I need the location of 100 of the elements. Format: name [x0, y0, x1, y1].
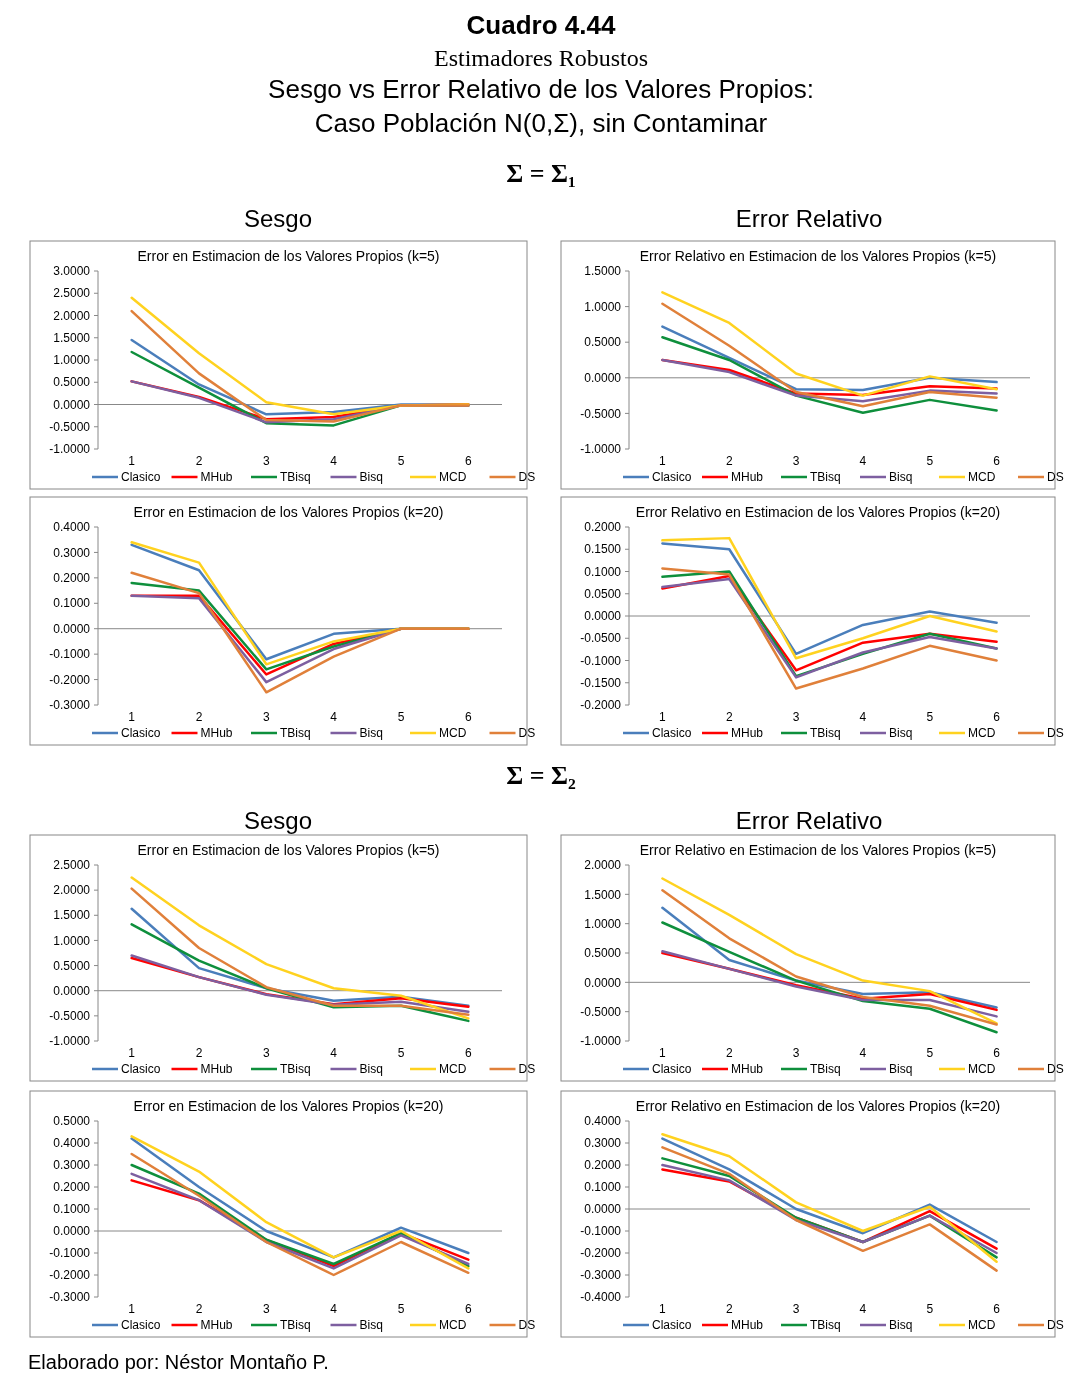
x-tick-label: 1 [659, 710, 667, 724]
y-tick-label: -0.2000 [580, 698, 622, 713]
y-tick-label: 1.5000 [584, 887, 622, 902]
y-tick-label: 0.0000 [53, 983, 91, 998]
text: Sesgo [243, 205, 313, 232]
legend-label: Clasico [121, 1062, 161, 1076]
y-tick-label: 0.2000 [584, 520, 622, 535]
y-tick-label: -0.1000 [580, 1224, 622, 1239]
legend-label: Clasico [652, 1318, 692, 1332]
chart-title: Error Relativo en Estimacion de los Valores Propios (k=5) [639, 248, 997, 264]
legend-label: TBisq [810, 726, 841, 740]
y-tick-label: 0.0000 [584, 609, 622, 624]
legend-label: TBisq [280, 726, 311, 740]
x-tick-label: 3 [792, 710, 800, 724]
x-tick-label: 5 [397, 454, 405, 468]
y-tick-label: 0.0000 [584, 1202, 622, 1217]
x-tick-label: 1 [128, 710, 136, 724]
y-tick-label: -0.2000 [49, 672, 91, 687]
y-tick-label: 0.1000 [584, 564, 622, 579]
y-tick-label: -0.2000 [49, 1268, 91, 1283]
legend-label: TBisq [810, 470, 841, 484]
x-tick-label: 2 [725, 710, 733, 724]
y-tick-label: 0.1000 [53, 596, 91, 611]
x-tick-label: 5 [397, 1046, 405, 1060]
x-tick-label: 4 [859, 1302, 867, 1316]
legend-label: Bisq [889, 1318, 913, 1332]
legend-label: Bisq [359, 726, 383, 740]
legend-label: MCD [968, 726, 996, 740]
x-tick-label: 3 [792, 1046, 800, 1060]
x-tick-label: 1 [659, 1046, 667, 1060]
y-tick-label: 2.5000 [53, 286, 91, 301]
y-tick-label: 0.1500 [584, 542, 622, 557]
legend-label: MHub [731, 726, 764, 740]
legend-label: Bisq [359, 470, 383, 484]
legend-label: DS [1047, 470, 1064, 484]
y-tick-label: 0.3000 [584, 1136, 622, 1151]
y-tick-label: -1.0000 [49, 1034, 91, 1049]
y-tick-label: 1.0000 [584, 916, 622, 931]
chart-title: Error en Estimacion de los Valores Propios (k=20) [133, 504, 444, 520]
y-tick-label: 0.4000 [53, 520, 91, 535]
legend-label: Clasico [121, 1318, 161, 1332]
legend-label: DS [1047, 1318, 1064, 1332]
x-tick-label: 5 [397, 710, 405, 724]
y-tick-label: 0.5000 [584, 335, 622, 350]
x-tick-label: 6 [464, 1302, 472, 1316]
legend-label: MHub [200, 1062, 233, 1076]
y-tick-label: 1.0000 [53, 353, 91, 368]
x-tick-label: 2 [195, 1302, 203, 1316]
text: Elaborado por: Néstor Montaño P. [28, 1351, 329, 1373]
x-tick-label: 4 [330, 454, 338, 468]
x-tick-label: 3 [262, 1302, 270, 1316]
y-tick-label: -1.0000 [580, 442, 622, 457]
y-tick-label: 0.5000 [53, 958, 91, 973]
x-tick-label: 3 [262, 710, 270, 724]
y-tick-label: 1.5000 [584, 264, 622, 279]
legend-label: MCD [439, 726, 467, 740]
y-tick-label: 0.3000 [53, 545, 91, 560]
x-tick-label: 2 [725, 1302, 733, 1316]
y-tick-label: -0.5000 [49, 1009, 91, 1024]
text: Cuadro 4.44 [466, 10, 616, 40]
x-tick-label: 5 [926, 1302, 934, 1316]
y-tick-label: 0.0500 [584, 586, 622, 601]
x-tick-label: 6 [993, 710, 1001, 724]
legend-label: TBisq [810, 1318, 841, 1332]
x-tick-label: 6 [464, 454, 472, 468]
legend-label: Clasico [652, 726, 692, 740]
y-tick-label: 0.0000 [584, 975, 622, 990]
x-tick-label: 6 [464, 710, 472, 724]
y-tick-label: -1.0000 [49, 442, 91, 457]
legend-label: Bisq [889, 470, 913, 484]
text: Sesgo vs Error Relativo de los Valores Propios: [268, 74, 814, 104]
chart-title: Error en Estimacion de los Valores Propios (k=5) [137, 842, 440, 858]
chart-title: Error Relativo en Estimacion de los Valores Propios (k=20) [635, 1098, 1001, 1114]
chart-title: Error en Estimacion de los Valores Propios (k=20) [133, 1098, 444, 1114]
legend-label: MCD [968, 470, 996, 484]
x-tick-label: 2 [195, 1046, 203, 1060]
y-tick-label: 0.4000 [53, 1136, 91, 1151]
legend-label: DS [518, 470, 536, 484]
legend-label: MCD [439, 1318, 467, 1332]
y-tick-label: -0.3000 [580, 1268, 622, 1283]
y-tick-label: 2.0000 [584, 858, 622, 873]
y-tick-label: -0.1500 [580, 675, 622, 690]
y-tick-label: -0.3000 [49, 1290, 91, 1305]
legend-label: MCD [439, 1062, 467, 1076]
y-tick-label: -0.5000 [49, 419, 91, 434]
y-tick-label: 0.2000 [53, 571, 91, 586]
chart-title: Error en Estimacion de los Valores Propios (k=5) [137, 248, 440, 264]
y-tick-label: 0.0000 [53, 1224, 91, 1239]
legend-label: TBisq [280, 470, 311, 484]
y-tick-label: -0.5000 [580, 1004, 622, 1019]
y-tick-label: -0.1000 [49, 1246, 91, 1261]
text: Error Relativo [735, 205, 883, 232]
y-tick-label: 0.1000 [53, 1202, 91, 1217]
legend-label: DS [518, 1318, 536, 1332]
x-tick-label: 6 [993, 1046, 1001, 1060]
chart-title: Error Relativo en Estimacion de los Valores Propios (k=5) [639, 842, 997, 858]
y-tick-label: 2.0000 [53, 883, 91, 898]
legend-label: MHub [731, 1062, 764, 1076]
legend-label: DS [1047, 726, 1064, 740]
x-tick-label: 5 [926, 1046, 934, 1060]
